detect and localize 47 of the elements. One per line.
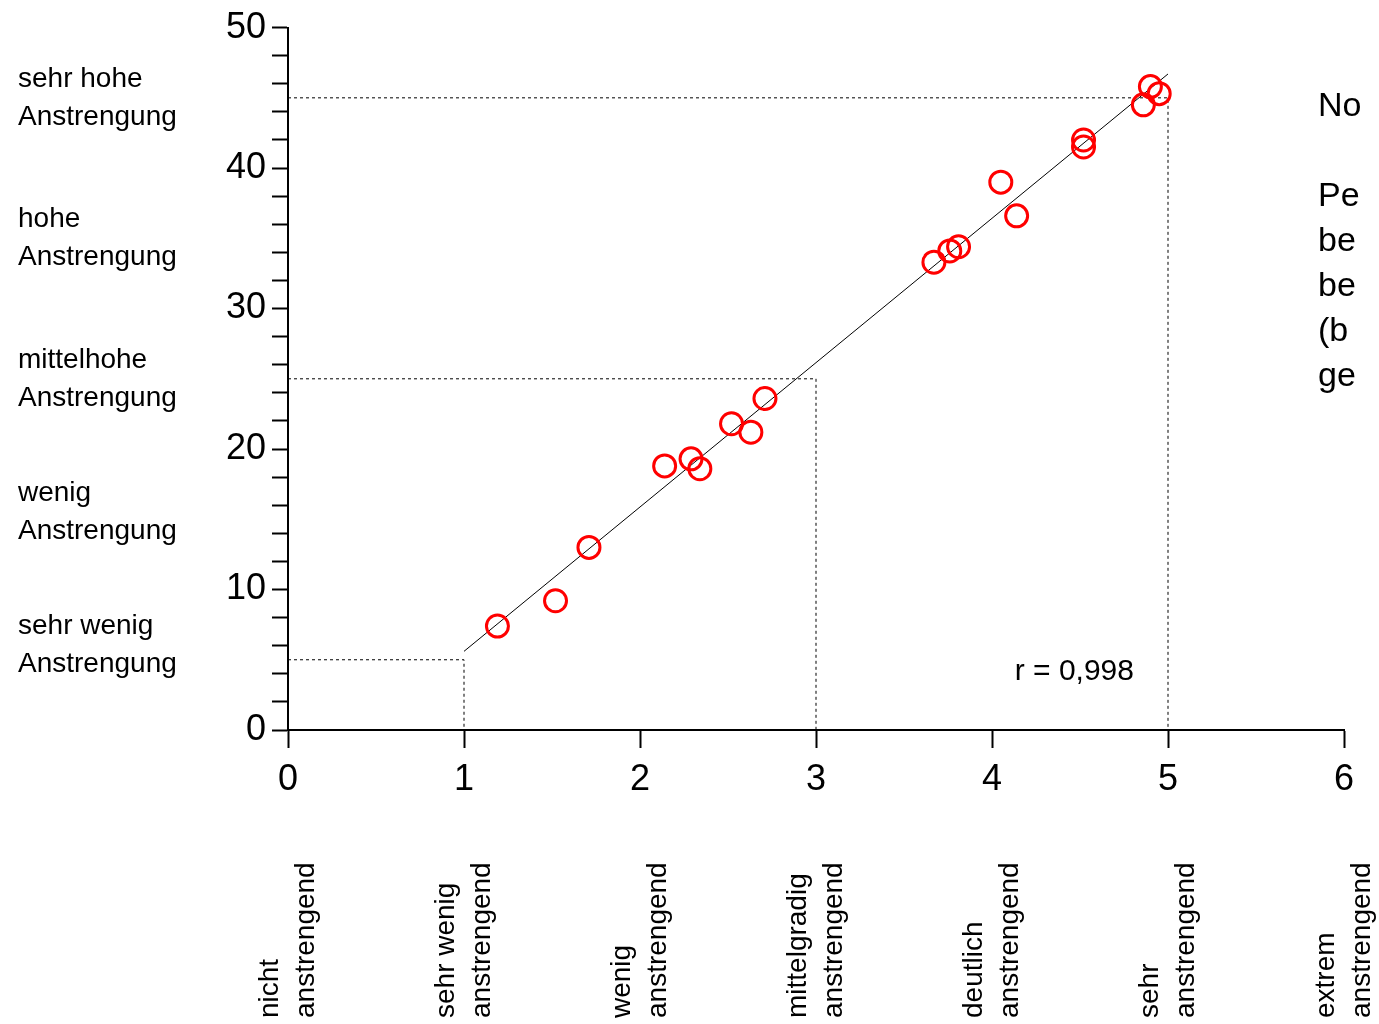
x-tick-label: 1 xyxy=(453,756,475,798)
annotation: Pe be be (b ge xyxy=(1318,174,1360,395)
x-tick-label: 0 xyxy=(277,756,299,798)
x-tick-label: 5 xyxy=(1157,756,1179,798)
point xyxy=(719,411,745,437)
annotation: r = 0,998 xyxy=(1014,653,1134,687)
x-tick-label: 4 xyxy=(981,756,1003,798)
point xyxy=(576,534,602,560)
y-tick-label: 40 xyxy=(225,145,266,186)
point xyxy=(1004,203,1030,229)
point xyxy=(1071,127,1097,153)
point xyxy=(652,453,678,479)
point xyxy=(687,456,713,482)
text: wenig anstrengend xyxy=(604,862,672,1019)
point xyxy=(752,385,778,411)
x-tick-label: 2 xyxy=(629,756,651,798)
point xyxy=(678,446,704,472)
text: sehr wenig anstrengend xyxy=(428,862,496,1018)
point xyxy=(738,419,764,445)
x-tick-label: 6 xyxy=(1333,756,1355,798)
point xyxy=(937,238,963,264)
annotation: No xyxy=(1318,84,1362,125)
text: sehr anstrengend xyxy=(1132,862,1200,1018)
y-tick-label: 0 xyxy=(245,706,266,748)
text: mittelhohe Anstrengung xyxy=(18,342,177,412)
point xyxy=(543,588,569,614)
y-tick-label: 30 xyxy=(225,285,266,327)
y-tick-label: 10 xyxy=(225,566,266,608)
text: sehr wenig Anstrengung xyxy=(18,609,177,679)
point xyxy=(1130,92,1156,118)
text: mittelgradig anstrengend xyxy=(780,862,848,1018)
point xyxy=(484,613,510,639)
text: nicht anstrengend xyxy=(252,862,320,1018)
point xyxy=(1137,74,1163,100)
text: sehr hohe Anstrengung xyxy=(18,61,177,131)
point xyxy=(988,169,1014,195)
text: hohe Anstrengung xyxy=(18,202,177,272)
x-tick-label: 3 xyxy=(805,756,827,798)
point xyxy=(921,249,947,275)
point xyxy=(1071,134,1097,160)
text: wenig Anstrengung xyxy=(17,475,177,545)
text: deutlich anstrengend xyxy=(956,862,1024,1018)
y-tick-label: 50 xyxy=(225,4,266,46)
point xyxy=(1146,81,1172,107)
point xyxy=(946,234,972,260)
y-tick-label: 20 xyxy=(225,425,266,467)
text: extrem anstrengend xyxy=(1308,862,1376,1018)
